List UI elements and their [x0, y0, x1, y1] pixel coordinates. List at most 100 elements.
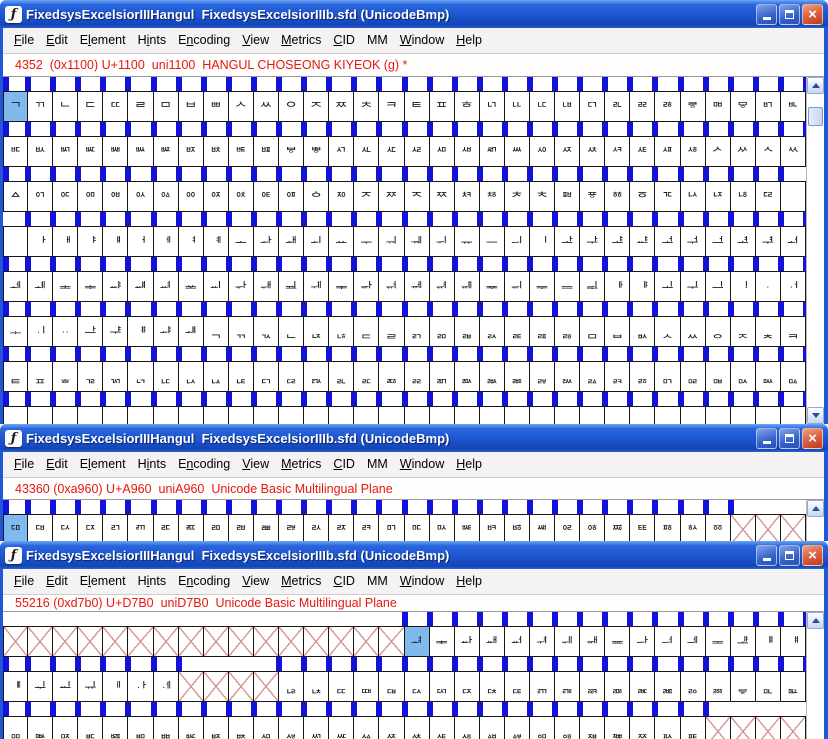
empty-slot-cell[interactable]	[354, 627, 380, 656]
maximize-button[interactable]	[779, 427, 800, 449]
glyph-cell[interactable]: ᇓ	[479, 362, 505, 391]
scroll-up-button[interactable]	[807, 612, 824, 629]
glyph-cell[interactable]: ퟝ	[730, 672, 756, 701]
glyph-cell[interactable]: ힾ	[755, 627, 781, 656]
menu-window[interactable]: Window	[399, 33, 445, 47]
glyph-cell[interactable]: ᇕ	[529, 362, 556, 391]
glyph-cell[interactable]: ᆽ	[730, 317, 756, 346]
glyph-cell[interactable]: ᅗ	[580, 182, 606, 211]
glyph-cell[interactable]: ᇙ	[630, 362, 656, 391]
glyph-cell[interactable]: ퟑ	[429, 672, 455, 701]
glyph-cell[interactable]: ퟥ	[128, 717, 154, 739]
glyph-cell[interactable]: ᄛ	[680, 92, 706, 121]
empty-slot-cell[interactable]	[730, 515, 756, 541]
glyph-cell[interactable]: ᄯ	[379, 137, 405, 166]
glyph-cell[interactable]: ᆘ	[605, 272, 631, 301]
glyph-cell[interactable]: ᆡ	[28, 317, 54, 346]
glyph-cell[interactable]: ᇠ	[3, 407, 29, 424]
glyph-cell[interactable]: ᄿ	[780, 137, 806, 166]
glyph-cell[interactable]: ᅖ	[555, 182, 581, 211]
empty-slot-cell[interactable]	[755, 515, 781, 541]
glyph-cell[interactable]: ꥢ	[53, 515, 79, 541]
glyph-cell[interactable]: ᆻ	[680, 317, 706, 346]
glyph-cell[interactable]: ᇄ	[103, 362, 129, 391]
glyph-cell[interactable]: ᇆ	[153, 362, 179, 391]
menu-encoding[interactable]: Encoding	[178, 33, 231, 47]
minimize-button[interactable]	[756, 427, 777, 449]
glyph-cell[interactable]: ᆃ	[78, 272, 104, 301]
glyph-cell[interactable]: ᄂ	[53, 92, 79, 121]
glyph-cell[interactable]: ᄄ	[103, 92, 129, 121]
glyph-cell[interactable]: ᇖ	[555, 362, 581, 391]
glyph-cell[interactable]: ퟖ	[555, 672, 581, 701]
menu-view[interactable]: View	[242, 574, 270, 588]
glyph-cell[interactable]: ᄗ	[580, 92, 606, 121]
glyph-cell[interactable]: ퟲ	[454, 717, 480, 739]
glyph-cell[interactable]: ꥬ	[304, 515, 330, 541]
glyph-cell[interactable]: ᇥ	[128, 407, 154, 424]
glyph-cell[interactable]: ᇻ	[680, 407, 706, 424]
glyph-cell[interactable]: ᅹ	[630, 227, 656, 256]
glyph-cell[interactable]: ퟧ	[178, 717, 204, 739]
glyph-cell[interactable]: ᅶ	[555, 227, 581, 256]
glyph-cell[interactable]: ᇞ	[755, 362, 781, 391]
glyph-cell[interactable]: ᆍ	[329, 272, 355, 301]
glyph-cell[interactable]: ᄞ	[755, 92, 781, 121]
glyph-cell[interactable]: ퟆ	[153, 672, 179, 701]
glyph-cell[interactable]: ᅘ	[605, 182, 631, 211]
glyph-cell[interactable]: ᇂ	[53, 362, 79, 391]
glyph-cell[interactable]: ᆐ	[404, 272, 430, 301]
glyph-cell[interactable]: ᆣ	[78, 317, 104, 346]
glyph-cell[interactable]: ힽ	[730, 627, 756, 656]
glyph-cell[interactable]: ᅨ	[203, 227, 229, 256]
glyph-cell[interactable]: ퟠ	[3, 717, 29, 739]
glyph-cell[interactable]: ꥫ	[279, 515, 305, 541]
glyph-cell[interactable]: ᇃ	[78, 362, 104, 391]
glyph-cell[interactable]: ꥱ	[429, 515, 455, 541]
glyph-cell[interactable]: ᅪ	[253, 227, 280, 256]
glyph-cell[interactable]: ᅇ	[178, 182, 204, 211]
glyph-cell[interactable]: ᄮ	[354, 137, 380, 166]
glyph-cell[interactable]: ᄏ	[379, 92, 405, 121]
glyph-cell[interactable]: ퟘ	[605, 672, 631, 701]
glyph-cell[interactable]: ퟸ	[605, 717, 631, 739]
glyph-cell[interactable]: ힺ	[655, 627, 681, 656]
glyph-cell[interactable]: ᇰ	[404, 407, 430, 424]
maximize-button[interactable]	[779, 544, 800, 566]
glyph-cell[interactable]: ᅵ	[529, 227, 556, 256]
glyph-cell[interactable]: ퟕ	[529, 672, 556, 701]
glyph-cell[interactable]: ᄻ	[680, 137, 706, 166]
glyph-cell[interactable]: ᆯ	[379, 317, 405, 346]
glyph-cell[interactable]: ퟩ	[228, 717, 254, 739]
glyph-cell[interactable]: ꥼ	[705, 515, 731, 541]
glyph-cell[interactable]: ힳ	[479, 627, 505, 656]
glyph-cell[interactable]: ᅡ	[28, 227, 54, 256]
glyph-cell[interactable]: ᆩ	[228, 317, 254, 346]
glyph-cell[interactable]: ퟣ	[78, 717, 104, 739]
glyph-cell[interactable]: ᄫ	[279, 137, 305, 166]
glyph-cell[interactable]: ᅼ	[705, 227, 731, 256]
glyph-cell[interactable]: ᆷ	[580, 317, 606, 346]
glyph-cell[interactable]: ᇁ	[28, 362, 54, 391]
empty-slot-cell[interactable]	[279, 627, 305, 656]
glyph-cell[interactable]: ᄲ	[454, 137, 480, 166]
glyph-cell[interactable]: ᅭ	[329, 227, 355, 256]
glyph-cell[interactable]: ᇼ	[705, 407, 731, 424]
glyph-cell[interactable]: ᆞ	[755, 272, 781, 301]
empty-slot-cell[interactable]	[755, 717, 781, 739]
glyph-cell[interactable]: ᅎ	[354, 182, 380, 211]
glyph-cell[interactable]: ꥳ	[479, 515, 505, 541]
glyph-cell[interactable]: ᅝ	[730, 182, 756, 211]
glyph-cell[interactable]: ᅩ	[228, 227, 254, 256]
glyph-cell[interactable]: ᆖ	[555, 272, 581, 301]
glyph-cell[interactable]: ᄔ	[504, 92, 530, 121]
glyph-cell[interactable]: ퟛ	[680, 672, 706, 701]
menu-element[interactable]: Element	[79, 33, 126, 47]
glyph-cell[interactable]: ퟨ	[203, 717, 229, 739]
glyph-cell[interactable]: ᄴ	[504, 137, 530, 166]
glyph-cell[interactable]: ퟁ	[28, 672, 54, 701]
glyph-cell[interactable]: ᇍ	[329, 362, 355, 391]
glyph-cell[interactable]: ᅞ	[755, 182, 781, 211]
close-button[interactable]: ×	[802, 3, 823, 25]
glyph-cell[interactable]: ퟗ	[580, 672, 606, 701]
